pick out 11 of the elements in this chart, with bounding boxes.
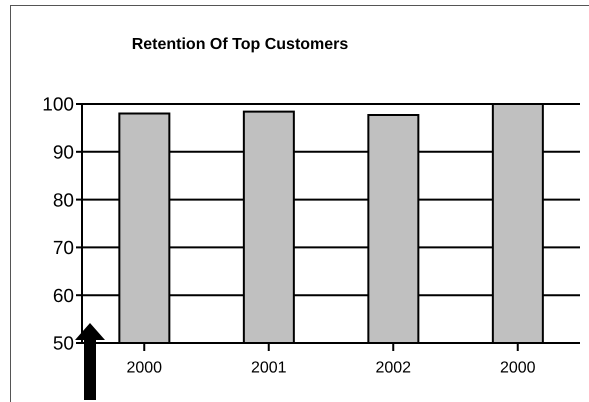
y-tick-label: 60 xyxy=(52,286,74,307)
x-tick-label: 2001 xyxy=(250,359,287,376)
x-tick-label: 2000 xyxy=(126,359,162,376)
y-tick-label: 70 xyxy=(52,238,74,260)
y-tick-label: 80 xyxy=(52,190,74,212)
chart-title: Retention Of Top Customers xyxy=(130,36,350,54)
x-tick-label: 2000 xyxy=(500,359,536,376)
y-tick-label: 50 xyxy=(52,334,74,355)
y-tick-label: 90 xyxy=(52,142,74,164)
y-tick-label: 100 xyxy=(42,94,74,116)
x-tick-label: 2002 xyxy=(375,359,412,376)
